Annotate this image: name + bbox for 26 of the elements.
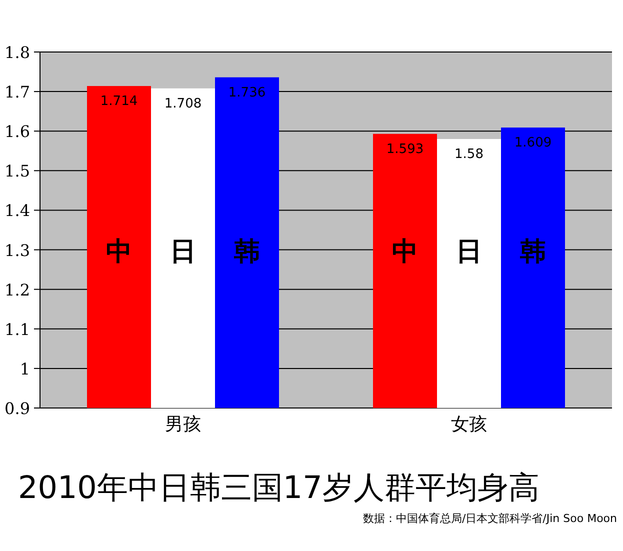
text: 2010年中日韩三国17岁人群平均身高 — [18, 470, 540, 506]
data-label: 1.58 — [454, 147, 484, 162]
y-tick-label: 1.8 — [4, 43, 30, 62]
data-label: 1.593 — [386, 142, 424, 157]
y-tick-label: 1.5 — [4, 162, 30, 181]
text: 日 — [456, 236, 482, 267]
series-label: 中 — [106, 236, 132, 267]
text: 数据：中国体育总局/日本文部科学省/Jin Soo Moon — [362, 512, 618, 525]
y-tick-label: 0.9 — [4, 399, 30, 418]
x-tick-label: 女孩 — [451, 414, 487, 435]
text: 韩 — [520, 236, 546, 267]
y-tick-label: 1.1 — [4, 320, 30, 339]
data-label: 1.708 — [164, 96, 202, 112]
series-label: 韩 — [233, 236, 260, 267]
y-tick-label: 1 — [20, 359, 30, 378]
y-tick-label: 1.3 — [4, 240, 30, 260]
y-tick-label: 1.6 — [4, 122, 30, 142]
series-label: 日 — [170, 236, 196, 267]
y-tick-label: 1.7 — [4, 82, 30, 102]
text: 中 — [392, 236, 418, 267]
x-tick-label: 男孩 — [165, 414, 201, 435]
y-tick-label: 1.2 — [4, 280, 30, 300]
y-tick-label: 1.4 — [4, 201, 30, 220]
data-label: 1.609 — [514, 136, 552, 151]
data-label: 1.714 — [100, 94, 138, 110]
data-label: 1.736 — [228, 85, 266, 100]
